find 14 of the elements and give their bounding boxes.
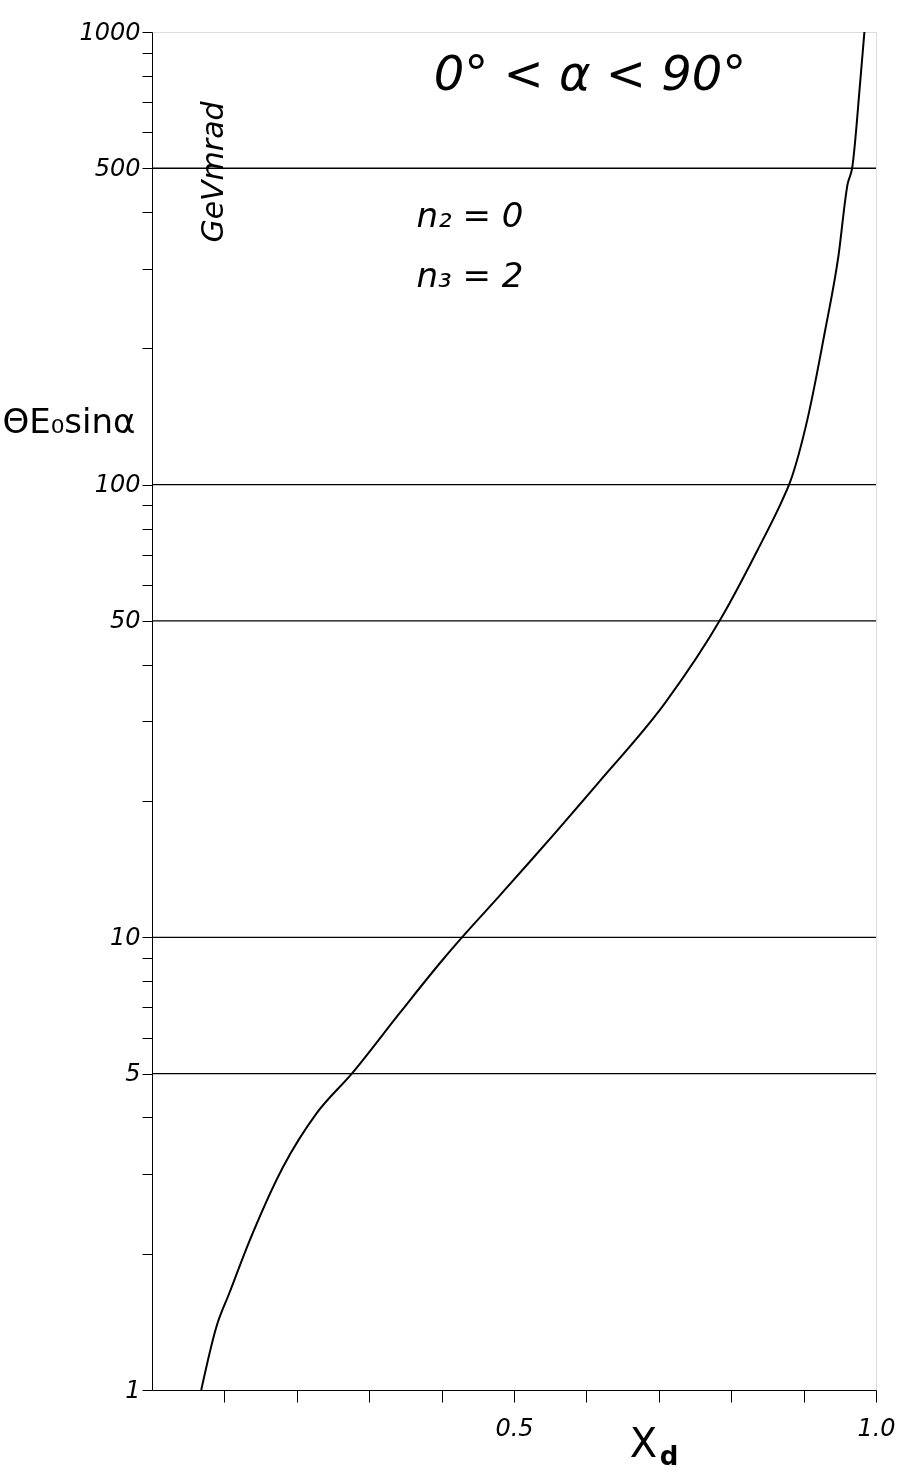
x-tick-label: 1.0	[857, 1413, 896, 1442]
y-tick-label: 10	[109, 922, 141, 951]
y-tick-label: 1000	[79, 17, 141, 46]
annotation: GeVmrad	[195, 100, 230, 243]
annotation: n₃ = 2	[416, 255, 524, 295]
y-tick-label: 500	[94, 153, 141, 182]
y-tick-label: 100	[94, 470, 141, 499]
y-axis-title: ΘE₀sinα	[2, 400, 136, 441]
annotation: 0° < α < 90°	[433, 45, 747, 101]
annotation: n₂ = 0	[416, 195, 524, 235]
y-tick-label: 50	[109, 606, 141, 635]
x-tick-label: 0.5	[495, 1413, 534, 1442]
y-tick-label: 5	[125, 1059, 141, 1088]
y-tick-label: 1	[125, 1375, 141, 1404]
